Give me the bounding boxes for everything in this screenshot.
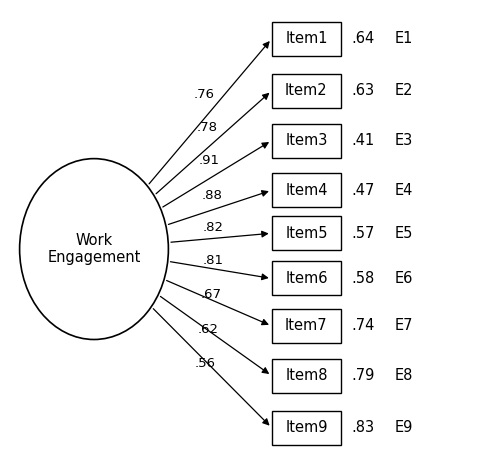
Text: E4: E4 [394, 183, 413, 198]
Text: .62: .62 [198, 323, 219, 336]
Text: E9: E9 [394, 420, 413, 435]
Text: .74: .74 [351, 318, 374, 333]
Text: .47: .47 [351, 183, 374, 198]
FancyBboxPatch shape [272, 123, 341, 157]
Text: .64: .64 [351, 31, 374, 46]
Text: .67: .67 [200, 288, 222, 301]
Text: .78: .78 [196, 122, 217, 134]
Text: .83: .83 [351, 420, 374, 435]
FancyBboxPatch shape [272, 309, 341, 343]
Text: .81: .81 [202, 254, 224, 267]
Text: .57: .57 [351, 226, 374, 241]
Text: .82: .82 [202, 221, 224, 234]
Text: Item5: Item5 [285, 226, 328, 241]
Text: Item3: Item3 [285, 133, 328, 148]
Text: E3: E3 [394, 133, 412, 148]
Text: E8: E8 [394, 368, 413, 383]
FancyBboxPatch shape [272, 74, 341, 108]
FancyBboxPatch shape [272, 216, 341, 250]
FancyBboxPatch shape [272, 411, 341, 445]
Text: Item8: Item8 [285, 368, 328, 383]
Text: .58: .58 [351, 271, 374, 286]
FancyBboxPatch shape [272, 22, 341, 56]
Text: .76: .76 [193, 89, 214, 101]
Text: E1: E1 [394, 31, 413, 46]
FancyBboxPatch shape [272, 359, 341, 393]
FancyBboxPatch shape [272, 173, 341, 207]
Text: .79: .79 [351, 368, 374, 383]
Text: Item7: Item7 [285, 318, 328, 333]
Text: E6: E6 [394, 271, 413, 286]
Text: .56: .56 [195, 357, 216, 370]
Text: Item2: Item2 [285, 83, 328, 98]
Text: .91: .91 [199, 154, 220, 168]
Text: .88: .88 [202, 189, 222, 203]
Text: E7: E7 [394, 318, 413, 333]
Text: .63: .63 [351, 83, 374, 98]
Text: Item4: Item4 [285, 183, 328, 198]
Text: .41: .41 [351, 133, 374, 148]
Text: Item6: Item6 [285, 271, 328, 286]
FancyBboxPatch shape [272, 261, 341, 295]
Text: E5: E5 [394, 226, 413, 241]
Text: Item9: Item9 [285, 420, 328, 435]
Text: Work
Engagement: Work Engagement [48, 233, 140, 265]
Ellipse shape [20, 159, 169, 340]
Text: E2: E2 [394, 83, 413, 98]
Text: Item1: Item1 [285, 31, 328, 46]
